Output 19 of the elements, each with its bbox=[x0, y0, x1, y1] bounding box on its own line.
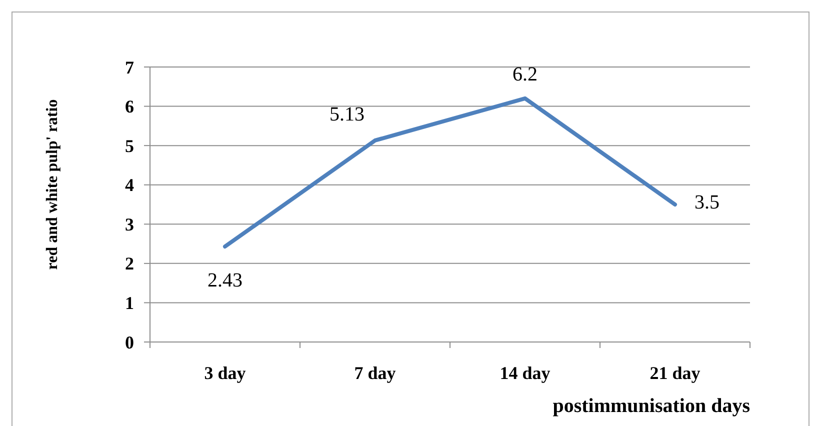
x-tick-label: 21 day bbox=[650, 363, 700, 383]
y-tick-label: 2 bbox=[125, 254, 134, 274]
data-label: 2.43 bbox=[208, 270, 242, 292]
y-axis-title: red and white pulp' ratio bbox=[44, 99, 61, 270]
y-tick-label: 0 bbox=[125, 332, 134, 352]
y-tick-label: 1 bbox=[125, 293, 134, 314]
y-tick-label: 7 bbox=[125, 57, 134, 78]
data-label: 3.5 bbox=[694, 192, 720, 214]
data-label: 5.13 bbox=[330, 103, 364, 126]
y-tick-label: 5 bbox=[125, 136, 134, 156]
x-tick-label: 3 day bbox=[204, 363, 246, 383]
data-label: 6.2 bbox=[512, 63, 538, 86]
line-series bbox=[223, 96, 677, 249]
x-tick-label: 7 day bbox=[354, 363, 396, 383]
y-tick-label: 6 bbox=[125, 96, 134, 117]
x-axis-title: postimmunisation days bbox=[552, 395, 750, 417]
y-tick-label: 3 bbox=[125, 214, 134, 234]
y-tick-label: 4 bbox=[125, 175, 134, 196]
x-tick-label: 14 day bbox=[500, 363, 550, 383]
